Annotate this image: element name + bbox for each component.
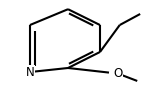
Text: O: O [113,67,123,80]
Text: N: N [26,66,34,79]
